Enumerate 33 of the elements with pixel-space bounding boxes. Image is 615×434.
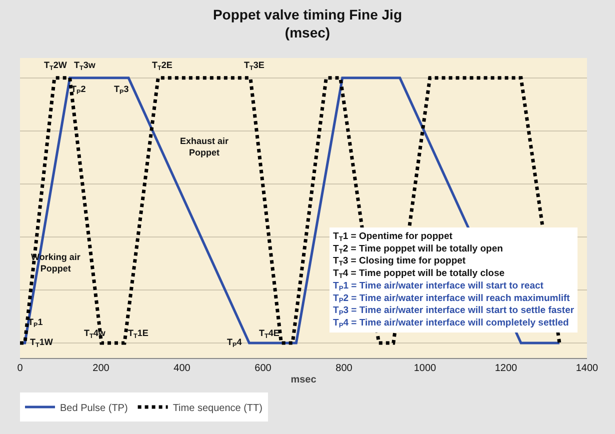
annotation: Exhaust air Poppet bbox=[180, 136, 230, 158]
x-tick-label: 400 bbox=[174, 363, 191, 374]
chart-title: Poppet valve timing Fine Jig bbox=[212, 6, 402, 23]
text: T$_{T}$3w bbox=[74, 60, 96, 72]
chart-subtitle: (msec) bbox=[284, 24, 330, 41]
annotation: T$_{P}$2 = Time air/water interface will reach maximumlift bbox=[333, 292, 571, 305]
legend-label: Bed Pulse (TP) bbox=[60, 402, 128, 414]
annotation: T$_{P}$3 bbox=[114, 84, 129, 96]
legend-label: Time sequence (TT) bbox=[172, 402, 262, 414]
annotation: T$_{P}$1 = Time air/water interface will start to react bbox=[333, 280, 544, 292]
annotation: T$_{T}$4 = Time poppet will be totally close bbox=[333, 268, 505, 280]
annotation: T$_{T}$2 = Time poppet will be totally open bbox=[333, 243, 504, 256]
x-tick-label: 200 bbox=[92, 363, 110, 374]
annotation: T$_{T}$1E bbox=[128, 328, 148, 340]
x-tick-label: 1400 bbox=[576, 363, 599, 374]
text: T$_{T}$2E bbox=[152, 60, 172, 72]
annotation: T$_{P}$4 = Time air/water interface will completely settled bbox=[333, 317, 569, 330]
x-tick-label: 0 bbox=[17, 363, 24, 374]
annotation: T$_{T}$1W bbox=[30, 337, 54, 349]
x-tick-label: 600 bbox=[254, 363, 272, 374]
x-tick-label: 800 bbox=[336, 363, 353, 374]
annotation: T$_{T}$3 = Closing time for poppet bbox=[333, 256, 466, 268]
annotation: T$_{P}$2 bbox=[71, 84, 86, 96]
annotation: T$_{P}$3 = Time air/water interface will start to settle faster bbox=[333, 305, 574, 318]
x-axis-title: msec bbox=[290, 374, 317, 386]
annotation: T$_{T}$4w bbox=[84, 328, 106, 340]
text: T$_{T}$3E bbox=[244, 60, 264, 72]
text: T$_{T}$2W bbox=[44, 60, 68, 72]
x-tick-label: 1000 bbox=[414, 363, 437, 374]
annotation: T$_{T}$4E bbox=[259, 328, 280, 340]
annotation: T$_{T}$1 = Opentime for poppet bbox=[333, 231, 454, 243]
x-tick-label: 1200 bbox=[494, 363, 518, 374]
annotation: T$_{P}$4 bbox=[227, 337, 242, 349]
